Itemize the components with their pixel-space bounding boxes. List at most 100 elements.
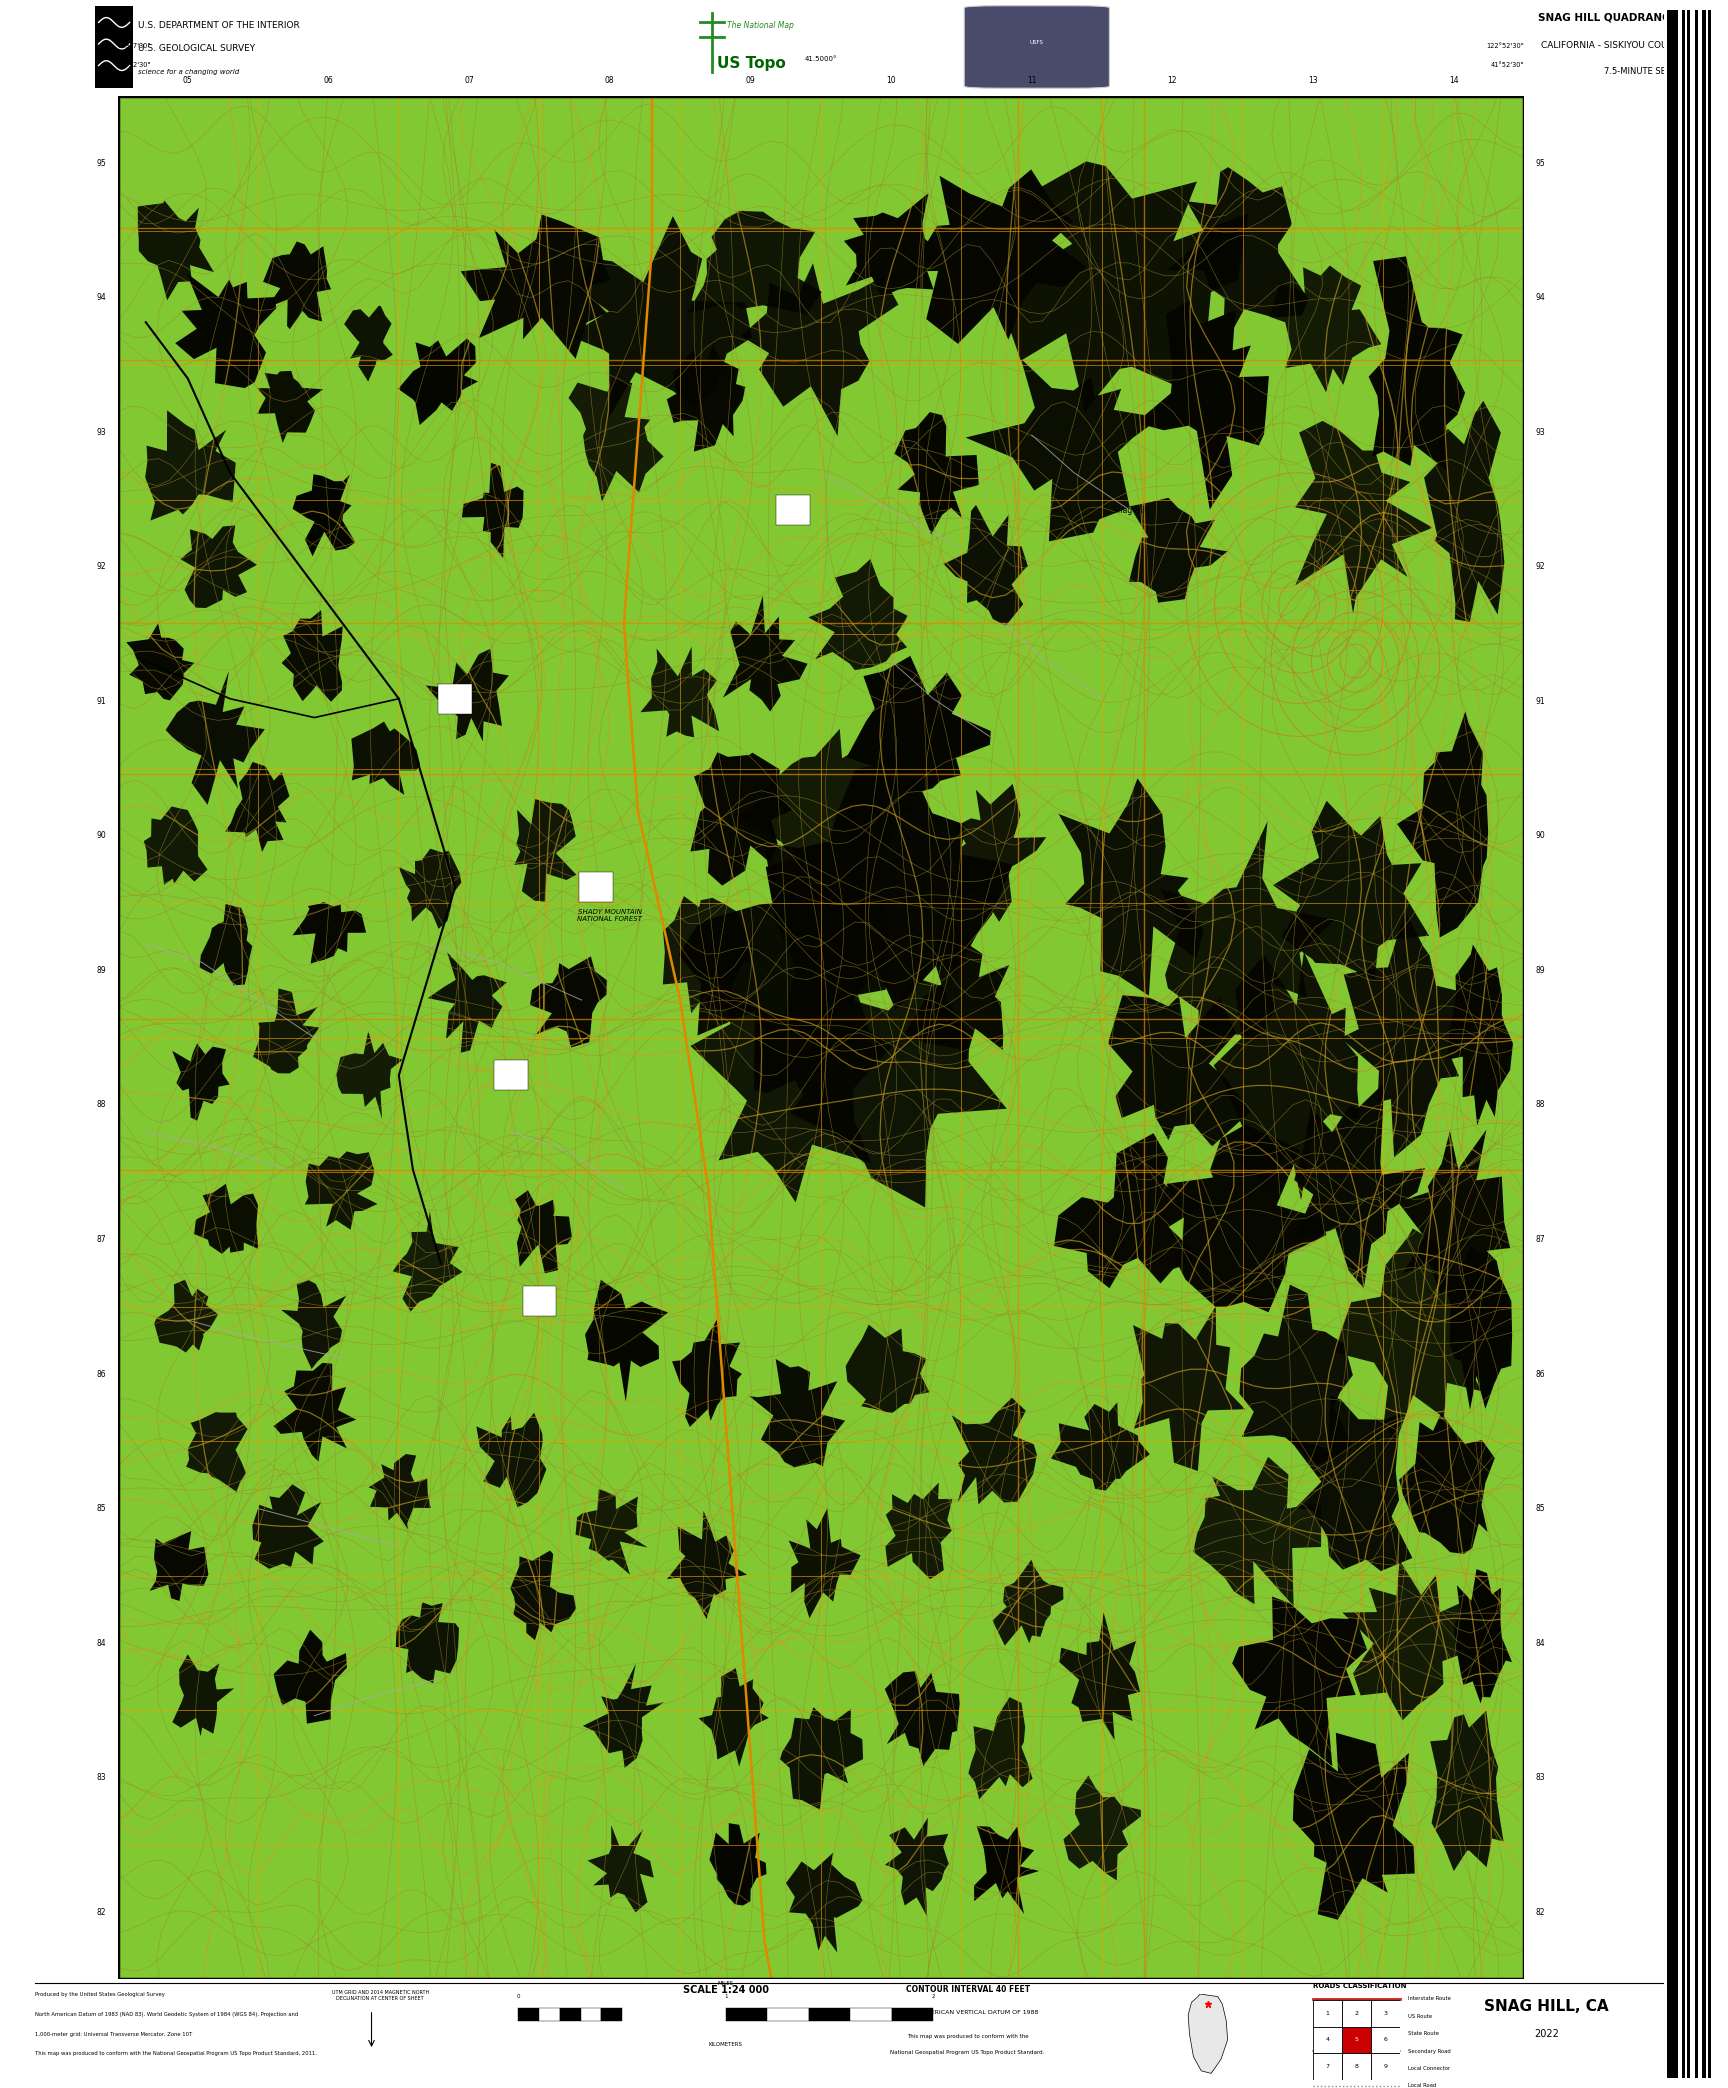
Polygon shape: [999, 161, 1249, 411]
Text: 82: 82: [97, 1908, 105, 1917]
Bar: [579, 873, 613, 902]
Polygon shape: [1287, 1395, 1412, 1570]
Polygon shape: [282, 610, 342, 702]
Polygon shape: [1239, 1284, 1353, 1464]
Polygon shape: [847, 656, 990, 793]
Bar: [1678, 10, 1680, 2078]
Polygon shape: [679, 837, 890, 1094]
Text: 87: 87: [1536, 1234, 1545, 1244]
Text: 88: 88: [1536, 1100, 1545, 1109]
Text: 87: 87: [97, 1234, 105, 1244]
Text: 85: 85: [1536, 1503, 1545, 1514]
Polygon shape: [1159, 821, 1334, 1038]
Polygon shape: [809, 560, 907, 670]
Text: KILOMETERS: KILOMETERS: [708, 2042, 743, 2048]
Text: National Geospatial Program US Topo Product Standard.: National Geospatial Program US Topo Prod…: [890, 2050, 1045, 2055]
Polygon shape: [344, 305, 392, 382]
Polygon shape: [1059, 1612, 1140, 1739]
Bar: [1313, 2000, 1343, 2027]
Polygon shape: [252, 988, 320, 1073]
Bar: [494, 1061, 529, 1090]
Bar: [1343, 2053, 1370, 2080]
Polygon shape: [975, 1827, 1039, 1915]
Polygon shape: [885, 1670, 959, 1766]
Polygon shape: [173, 1654, 235, 1737]
Polygon shape: [586, 1280, 669, 1401]
Text: Local Connector: Local Connector: [1408, 2065, 1450, 2071]
Bar: [95, 6, 133, 88]
Polygon shape: [392, 1211, 463, 1311]
Polygon shape: [1296, 422, 1433, 614]
Polygon shape: [1134, 1305, 1246, 1472]
Text: SHADY MOUNTAIN
NATIONAL FOREST: SHADY MOUNTAIN NATIONAL FOREST: [577, 908, 643, 923]
Text: 90: 90: [1536, 831, 1545, 841]
Polygon shape: [1431, 1710, 1503, 1871]
Polygon shape: [843, 192, 954, 296]
Polygon shape: [1166, 1125, 1327, 1311]
Bar: [1664, 10, 1666, 2078]
Polygon shape: [425, 649, 508, 741]
Polygon shape: [672, 1318, 741, 1426]
Text: 11: 11: [1026, 75, 1037, 86]
Text: 90: 90: [97, 831, 105, 841]
Bar: [1700, 10, 1702, 2078]
Polygon shape: [667, 1512, 746, 1618]
Text: 41°52'30": 41°52'30": [1491, 63, 1524, 67]
Polygon shape: [273, 1629, 347, 1725]
Bar: [1370, 2027, 1400, 2053]
Polygon shape: [943, 505, 1028, 626]
Bar: [1671, 10, 1673, 2078]
Polygon shape: [845, 1324, 930, 1414]
Polygon shape: [698, 1668, 769, 1766]
Text: 7: 7: [1325, 2063, 1329, 2069]
Bar: [850, 2009, 892, 2021]
Polygon shape: [429, 952, 506, 1052]
Text: 1,000-meter grid: Universal Transverse Mercator, Zone 10T: 1,000-meter grid: Universal Transverse M…: [35, 2032, 192, 2036]
Polygon shape: [515, 1190, 572, 1274]
Bar: [539, 2009, 560, 2021]
Text: 122°52'30": 122°52'30": [1486, 2021, 1524, 2027]
Polygon shape: [1398, 712, 1488, 938]
Bar: [1676, 10, 1678, 2078]
Bar: [439, 683, 472, 714]
Text: 83: 83: [1536, 1773, 1545, 1783]
Polygon shape: [173, 1044, 230, 1121]
Polygon shape: [1135, 301, 1268, 509]
Bar: [1704, 10, 1706, 2078]
Text: 86: 86: [97, 1370, 105, 1378]
Bar: [809, 2009, 850, 2021]
Polygon shape: [126, 624, 194, 699]
Polygon shape: [154, 1280, 218, 1353]
Polygon shape: [143, 806, 207, 885]
Text: 06: 06: [323, 75, 334, 86]
Text: 08: 08: [605, 1990, 615, 2000]
Text: 9: 9: [1384, 2063, 1388, 2069]
Text: US Topo: US Topo: [717, 56, 786, 71]
Text: 8: 8: [1355, 2063, 1358, 2069]
Text: 05: 05: [183, 1990, 194, 2000]
Polygon shape: [895, 411, 978, 535]
Text: This map was produced to conform with the: This map was produced to conform with th…: [907, 2034, 1028, 2038]
Text: 95: 95: [97, 159, 105, 167]
Text: 5: 5: [1355, 2038, 1358, 2042]
Polygon shape: [138, 200, 214, 301]
Bar: [1706, 10, 1709, 2078]
Bar: [1666, 10, 1669, 2078]
Text: 13: 13: [1308, 1990, 1318, 2000]
Text: 122°52'30": 122°52'30": [1486, 44, 1524, 48]
Text: 12: 12: [1168, 75, 1177, 86]
Bar: [1680, 10, 1681, 2078]
Text: 41°37'30": 41°37'30": [118, 2009, 150, 2013]
Text: science for a changing world: science for a changing world: [138, 69, 240, 75]
Polygon shape: [1232, 1597, 1367, 1766]
Polygon shape: [1336, 1228, 1483, 1443]
Polygon shape: [569, 215, 752, 418]
Text: 93: 93: [1536, 428, 1545, 436]
Text: 06: 06: [323, 1990, 334, 2000]
Polygon shape: [1274, 802, 1429, 979]
Bar: [1695, 10, 1699, 2078]
Bar: [601, 2009, 622, 2021]
Polygon shape: [1128, 497, 1227, 603]
Polygon shape: [1369, 257, 1465, 470]
Text: 10: 10: [886, 1990, 895, 2000]
